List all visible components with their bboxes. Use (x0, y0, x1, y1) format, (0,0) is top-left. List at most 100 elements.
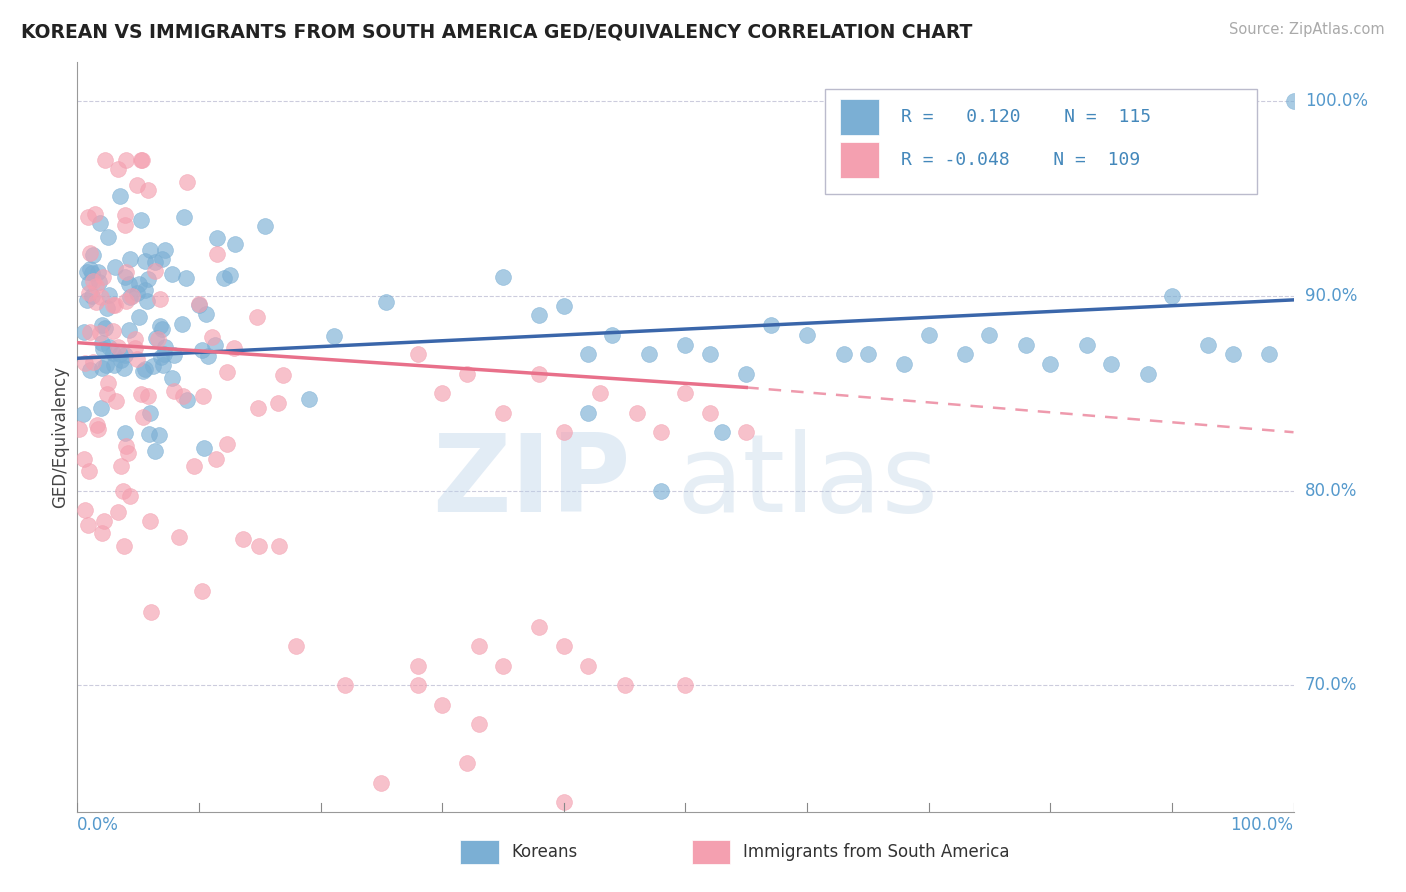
Point (76, 265, 98, 279)
Point (247, 401, 270, 416)
Point (710, 425, 733, 440)
Point (77, 211, 100, 225)
Point (650, 483, 672, 498)
Point (94, 153, 117, 167)
Point (169, 530, 191, 544)
Point (76, 518, 98, 533)
FancyBboxPatch shape (825, 88, 1257, 194)
Point (131, 409, 153, 424)
Point (108, 189, 131, 203)
Point (112, 539, 135, 553)
Point (76, 293, 98, 308)
Point (150, 322, 173, 336)
Point (91, 525, 114, 540)
Point (118, 322, 141, 336)
Point (79, 326, 101, 340)
Point (191, 583, 214, 598)
Point (90, 290, 112, 304)
Point (146, 332, 169, 346)
Point (139, 243, 162, 257)
Point (160, 267, 183, 281)
Point (224, 237, 246, 252)
Point (89, 326, 111, 340)
Point (91, 342, 114, 356)
FancyBboxPatch shape (692, 840, 731, 864)
Point (98, 288, 121, 302)
Point (893, 357, 915, 371)
Point (613, 814, 636, 829)
Point (117, 446, 139, 460)
Point (124, 341, 146, 355)
Point (176, 175, 198, 189)
Point (953, 347, 976, 361)
Point (173, 211, 195, 225)
Point (103, 324, 125, 338)
Text: Source: ZipAtlas.com: Source: ZipAtlas.com (1229, 22, 1385, 37)
Point (195, 307, 218, 321)
Point (430, 386, 453, 401)
Point (77, 277, 100, 291)
Point (124, 332, 146, 346)
Point (86, 417, 108, 432)
Point (148, 427, 170, 442)
Point (84, 207, 107, 221)
Point (1015, 337, 1038, 351)
Point (699, 406, 721, 420)
Point (80, 289, 103, 303)
Point (128, 277, 150, 291)
Point (1258, 347, 1281, 361)
Point (107, 162, 129, 177)
Point (856, 347, 879, 361)
Point (215, 365, 238, 379)
FancyBboxPatch shape (839, 99, 879, 135)
Point (492, 269, 515, 284)
Point (323, 328, 346, 343)
Point (602, 327, 624, 342)
Point (128, 310, 150, 325)
Point (153, 340, 176, 354)
Point (187, 298, 209, 312)
Point (613, 678, 636, 692)
Point (143, 264, 166, 278)
Point (212, 271, 235, 285)
Point (626, 406, 648, 420)
Point (467, 717, 489, 731)
FancyBboxPatch shape (839, 142, 879, 178)
Point (129, 387, 152, 401)
Point (118, 252, 141, 266)
Point (93, 514, 115, 528)
Point (110, 352, 132, 367)
Point (143, 444, 166, 458)
Text: Koreans: Koreans (512, 843, 578, 861)
Text: R = -0.048    N =  109: R = -0.048 N = 109 (901, 151, 1140, 169)
Point (918, 327, 941, 342)
Point (188, 296, 211, 310)
Point (333, 678, 356, 692)
Point (247, 539, 270, 553)
Point (153, 243, 176, 257)
Point (492, 658, 515, 673)
Point (87, 265, 110, 279)
Point (91, 270, 114, 285)
Point (153, 347, 176, 361)
Point (374, 295, 396, 310)
Point (82, 267, 104, 281)
Point (149, 350, 172, 364)
Point (553, 640, 575, 654)
Point (114, 348, 136, 362)
Point (589, 386, 612, 401)
Point (79, 261, 101, 276)
Point (201, 330, 224, 344)
Text: 80.0%: 80.0% (1305, 482, 1357, 500)
Point (1197, 337, 1219, 351)
Point (82, 354, 104, 368)
Point (254, 219, 277, 233)
Point (136, 294, 159, 309)
Point (131, 153, 153, 167)
Point (1136, 367, 1159, 381)
Text: ZIP: ZIP (432, 429, 631, 535)
Point (529, 620, 551, 634)
Point (215, 436, 238, 450)
Point (197, 349, 219, 363)
Point (406, 678, 429, 692)
